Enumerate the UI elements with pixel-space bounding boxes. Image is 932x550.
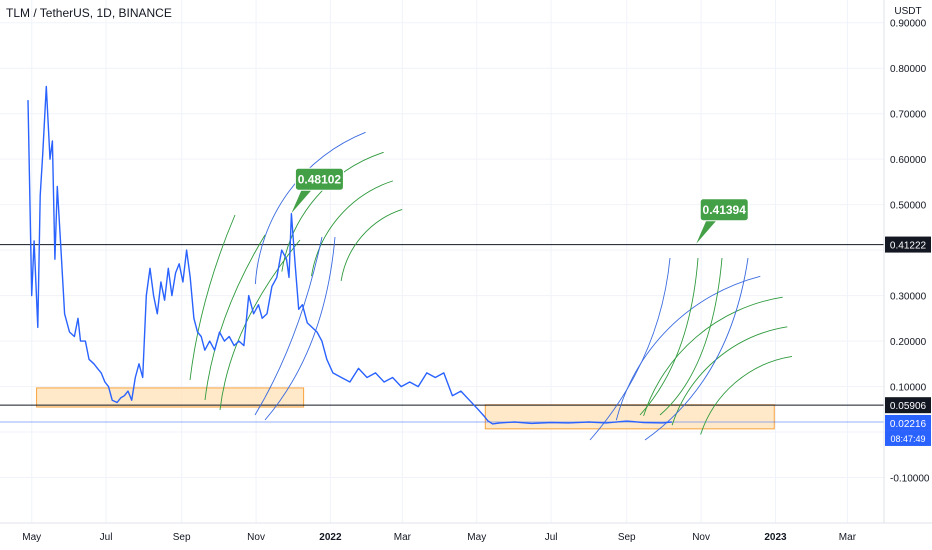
symbol-title: TLM / TetherUS, 1D, BINANCE	[6, 6, 172, 20]
time-tick-label: Mar	[394, 532, 412, 543]
resistance-price-label-bg	[885, 236, 931, 253]
price-tick-label: 0.10000	[890, 383, 927, 394]
horizontal-levels	[0, 244, 884, 423]
price-callouts: 0.48102 0.41394	[291, 167, 749, 244]
callout-label: 0.48102	[298, 172, 342, 186]
price-tick-label: 0.70000	[890, 110, 927, 121]
price-tick-label: 0.30000	[890, 292, 927, 303]
price-tick-label: 0.80000	[890, 64, 927, 75]
fib-fan-line	[644, 257, 749, 441]
time-tick-label: 2023	[764, 532, 787, 543]
time-tick-label: 2022	[319, 532, 342, 543]
time-tick-label: Mar	[839, 532, 857, 543]
resistance-price-label: 0.41222	[890, 241, 927, 252]
fib-fan-line	[204, 234, 266, 401]
callout-box	[294, 167, 344, 191]
countdown-label-bg	[885, 430, 931, 446]
callout-pointer	[696, 220, 717, 244]
price-axis[interactable]: USDT 0.90000 0.80000 0.70000 0.60000 0.50000 0…	[883, 0, 932, 550]
support-zone	[484, 404, 775, 430]
fib-fan-line	[189, 214, 236, 381]
fib-arc-outer	[254, 131, 366, 285]
fib-fan-line	[659, 257, 723, 416]
callout-label: 0.41394	[703, 203, 747, 217]
fib-fan-line	[589, 257, 671, 441]
currency-label: USDT	[894, 6, 921, 17]
fib-arc	[643, 296, 783, 417]
support-price-label-bg	[885, 397, 931, 414]
price-line	[27, 85, 672, 425]
fib-arc	[281, 151, 384, 272]
price-series	[27, 85, 672, 425]
fib-speed-arcs	[189, 131, 793, 441]
time-tick-label: May	[22, 532, 41, 543]
time-tick-label: Jul	[545, 532, 558, 543]
price-tick-label: -0.10000	[890, 474, 930, 485]
time-tick-label: Sep	[618, 532, 636, 543]
countdown-label: 08:47:49	[890, 434, 925, 444]
time-tick-label: Sep	[173, 532, 191, 543]
price-tick-label: 0.90000	[890, 19, 927, 30]
time-tick-label: Nov	[247, 532, 265, 543]
support-price-label: 0.05906	[890, 401, 927, 412]
fib-fan-line	[254, 236, 323, 416]
support-zone	[36, 387, 305, 408]
time-tick-label: Nov	[692, 532, 710, 543]
chart-grid	[0, 0, 884, 524]
fib-fan-line	[219, 239, 301, 411]
callout-pointer	[291, 190, 312, 214]
price-tick-label: 0.20000	[890, 337, 927, 348]
current-price-label: 0.02216	[890, 419, 927, 430]
fib-fan-line	[639, 257, 699, 416]
fib-arc	[700, 355, 793, 435]
price-tick-label: 0.60000	[890, 155, 927, 166]
time-axis[interactable]: May Jul Sep Nov 2022 Mar May Jul Sep Nov 2023 Mar	[0, 522, 932, 543]
support-zones	[36, 387, 775, 430]
time-tick-label: May	[467, 532, 486, 543]
price-tick-label: 0.50000	[890, 201, 927, 212]
fib-arc	[311, 180, 394, 277]
fib-fan-line	[264, 236, 336, 421]
time-tick-label: Jul	[100, 532, 113, 543]
current-price-label-bg	[885, 414, 931, 431]
fib-arc-outer	[615, 275, 761, 421]
price-axis-bg	[884, 0, 932, 550]
callout-box	[699, 198, 749, 222]
fib-arc	[340, 208, 403, 281]
